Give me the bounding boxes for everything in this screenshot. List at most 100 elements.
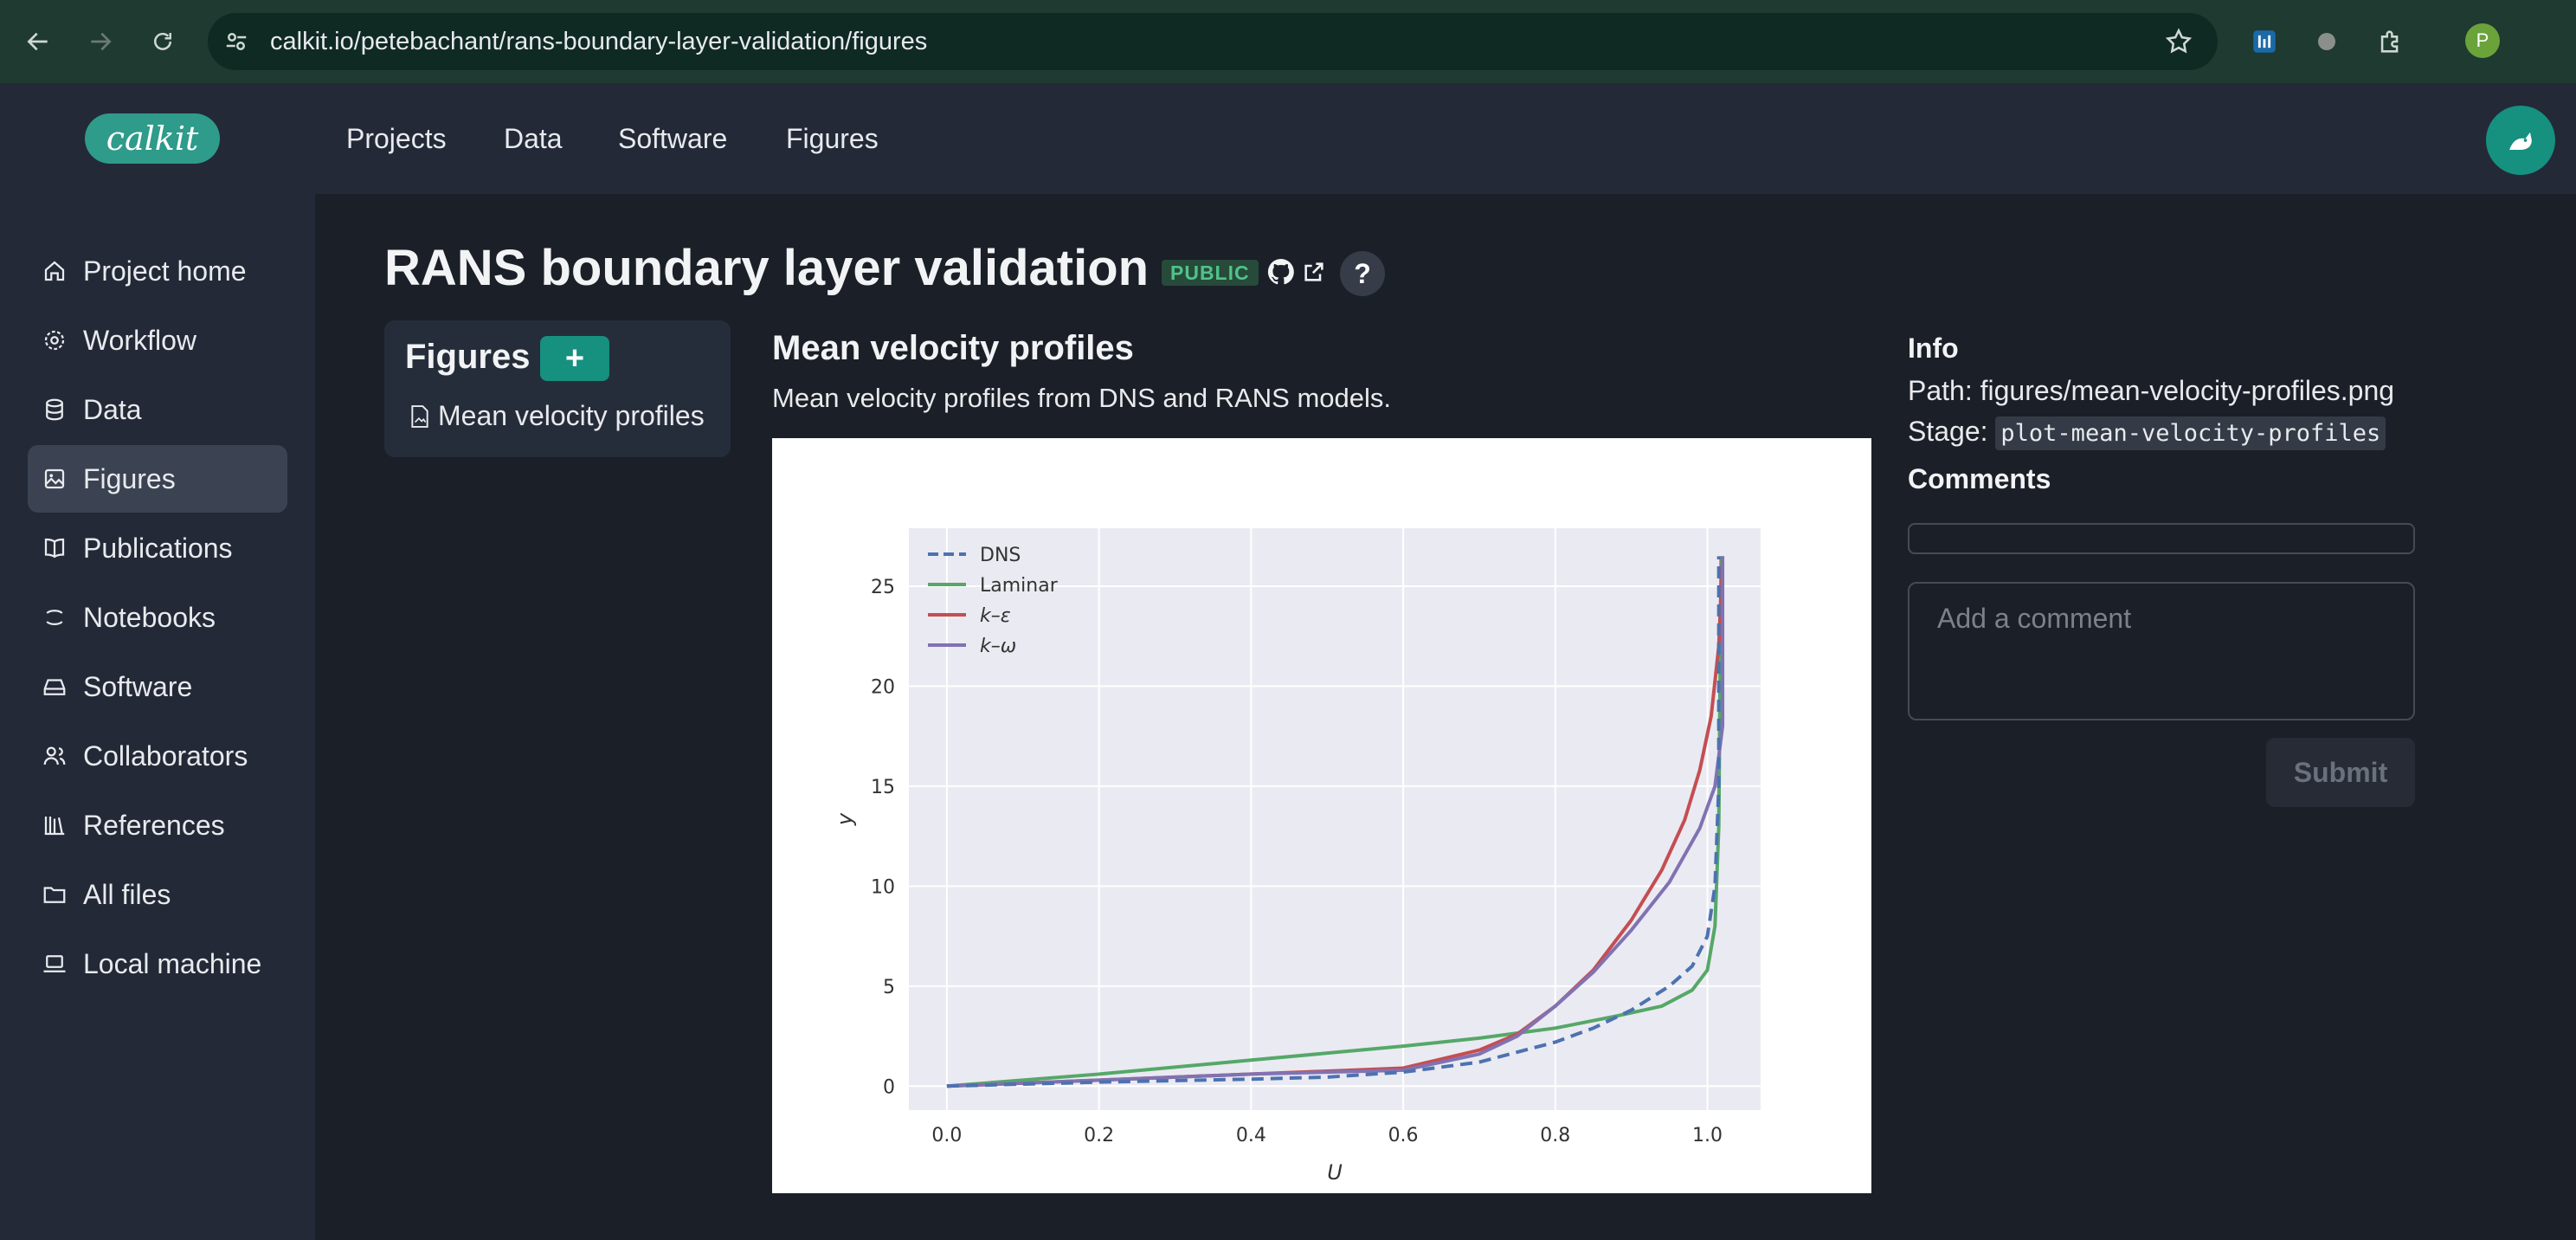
book-icon — [44, 538, 65, 559]
sidebar-item-all-files[interactable]: All files — [28, 861, 287, 928]
sidebar-item-figures[interactable]: Figures — [28, 445, 287, 513]
y-tick-label: 10 — [871, 876, 895, 898]
sidebar-item-project-home[interactable]: Project home — [28, 237, 287, 305]
x-tick-label: 0.2 — [1084, 1125, 1114, 1146]
sidebar-item-references[interactable]: References — [28, 791, 287, 859]
comments-list — [1908, 523, 2415, 554]
legend-label: DNS — [980, 545, 1021, 566]
profile-avatar[interactable]: P — [2465, 23, 2500, 58]
home-icon — [44, 261, 65, 281]
info-heading: Info — [1908, 333, 1959, 364]
address-bar[interactable]: calkit.io/petebachant/rans-boundary-laye… — [208, 13, 2218, 70]
extension-icon[interactable] — [2245, 23, 2283, 61]
nav-software[interactable]: Software — [618, 123, 728, 154]
sidebar-item-software[interactable]: Software — [28, 653, 287, 720]
sidebar-item-label: Notebooks — [83, 601, 216, 633]
sidebar-item-label: Figures — [83, 462, 176, 494]
path-label: Path: — [1908, 375, 1973, 406]
drive-icon — [43, 679, 66, 695]
sidebar: Project home Workflow Data Figures Publi… — [0, 194, 315, 1240]
app-header: calkit Projects Data Software Figures — [0, 83, 2576, 194]
sidebar-item-label: Collaborators — [83, 739, 248, 772]
external-link-icon — [1304, 262, 1323, 281]
y-tick-label: 25 — [871, 577, 895, 598]
help-button[interactable]: ? — [1340, 251, 1385, 296]
reload-icon[interactable] — [138, 17, 187, 66]
nav-figures[interactable]: Figures — [786, 123, 879, 154]
plot-area — [909, 528, 1761, 1110]
sidebar-item-label: Workflow — [83, 324, 196, 356]
browser-toolbar: calkit.io/petebachant/rans-boundary-laye… — [0, 0, 2576, 83]
sidebar-item-publications[interactable]: Publications — [28, 514, 287, 582]
submit-comment-button[interactable]: Submit — [2266, 738, 2415, 807]
comment-input[interactable]: Add a comment — [1908, 582, 2415, 720]
figures-panel: Figures + Mean velocity profiles — [384, 320, 731, 457]
github-icon — [1267, 258, 1294, 285]
x-tick-label: 0.8 — [1540, 1125, 1570, 1146]
nav-data[interactable]: Data — [504, 123, 563, 154]
legend-label: k–ε — [980, 605, 1011, 627]
gear-icon — [44, 330, 65, 351]
sidebar-item-local-machine[interactable]: Local machine — [28, 930, 287, 998]
visibility-badge: PUBLIC — [1162, 260, 1259, 286]
nav-projects[interactable]: Projects — [346, 123, 447, 154]
y-tick-label: 0 — [883, 1076, 895, 1098]
figure-title: Mean velocity profiles — [772, 329, 1134, 367]
users-icon — [43, 746, 66, 765]
series-line-dns — [946, 556, 1721, 1088]
info-stage-row: Stage: plot-mean-velocity-profiles — [1908, 416, 2418, 450]
sidebar-item-workflow[interactable]: Workflow — [28, 307, 287, 374]
sidebar-item-data[interactable]: Data — [28, 376, 287, 443]
sidebar-item-label: Local machine — [83, 947, 262, 979]
puzzle-icon[interactable] — [2372, 23, 2410, 61]
stage-value: plot-mean-velocity-profiles — [1995, 417, 2386, 450]
path-value: figures/mean-velocity-profiles.png — [1980, 375, 2395, 406]
notebook-icon — [46, 610, 63, 625]
image-icon — [44, 468, 65, 489]
sidebar-item-collaborators[interactable]: Collaborators — [28, 722, 287, 790]
x-tick-label: 0.6 — [1388, 1125, 1419, 1146]
info-panel: Info Path: figures/mean-velocity-profile… — [1908, 333, 2418, 495]
x-tick-label: 1.0 — [1692, 1125, 1723, 1146]
legend-label: Laminar — [980, 575, 1059, 597]
url-text[interactable]: calkit.io/petebachant/rans-boundary-laye… — [270, 27, 928, 55]
file-image-icon — [411, 404, 428, 428]
figures-panel-heading: Figures — [405, 338, 531, 376]
forward-icon[interactable] — [76, 17, 125, 66]
stage-label: Stage: — [1908, 416, 1988, 447]
sidebar-item-notebooks[interactable]: Notebooks — [28, 584, 287, 651]
fox-icon — [2509, 132, 2532, 150]
y-tick-label: 15 — [871, 777, 895, 798]
back-icon[interactable] — [14, 17, 62, 66]
x-tick-label: 0.0 — [931, 1125, 962, 1146]
site-settings-icon[interactable] — [223, 29, 249, 59]
extension-icon[interactable] — [2308, 23, 2346, 61]
add-figure-button[interactable]: + — [540, 336, 609, 381]
main-content: RANS boundary layer validation PUBLIC ? … — [315, 194, 2576, 1240]
series-line-k — [946, 556, 1725, 1088]
y-axis-label: y — [833, 812, 857, 826]
sidebar-item-label: References — [83, 809, 225, 841]
calkit-logo[interactable]: calkit — [85, 113, 220, 164]
y-tick-label: 20 — [871, 676, 895, 698]
sidebar-item-label: Publications — [83, 532, 233, 564]
x-tick-label: 0.4 — [1236, 1125, 1266, 1146]
sidebar-item-label: All files — [83, 878, 171, 910]
github-link[interactable] — [1265, 256, 1326, 287]
figure-description: Mean velocity profiles from DNS and RANS… — [772, 383, 1391, 413]
user-menu-avatar[interactable] — [2486, 106, 2555, 175]
y-tick-label: 5 — [883, 977, 895, 998]
laptop-icon — [43, 955, 66, 972]
bookmark-star-icon[interactable] — [2164, 27, 2193, 61]
page-title: RANS boundary layer validation — [384, 240, 1150, 296]
info-path-row: Path: figures/mean-velocity-profiles.png — [1908, 375, 2418, 407]
sidebar-item-label: Software — [83, 670, 193, 702]
sidebar-item-label: Project home — [83, 255, 247, 287]
sidebar-item-label: Data — [83, 393, 142, 425]
figure-list-item[interactable]: Mean velocity profiles — [410, 400, 705, 432]
legend-label: k–ω — [980, 636, 1016, 657]
folder-icon — [43, 887, 66, 903]
comments-heading: Comments — [1908, 463, 2051, 494]
velocity-profile-chart: 0.0 0.2 0.4 0.6 0.8 1.0 0 5 10 15 20 25 Uy DNS Laminar… — [833, 528, 1761, 1185]
